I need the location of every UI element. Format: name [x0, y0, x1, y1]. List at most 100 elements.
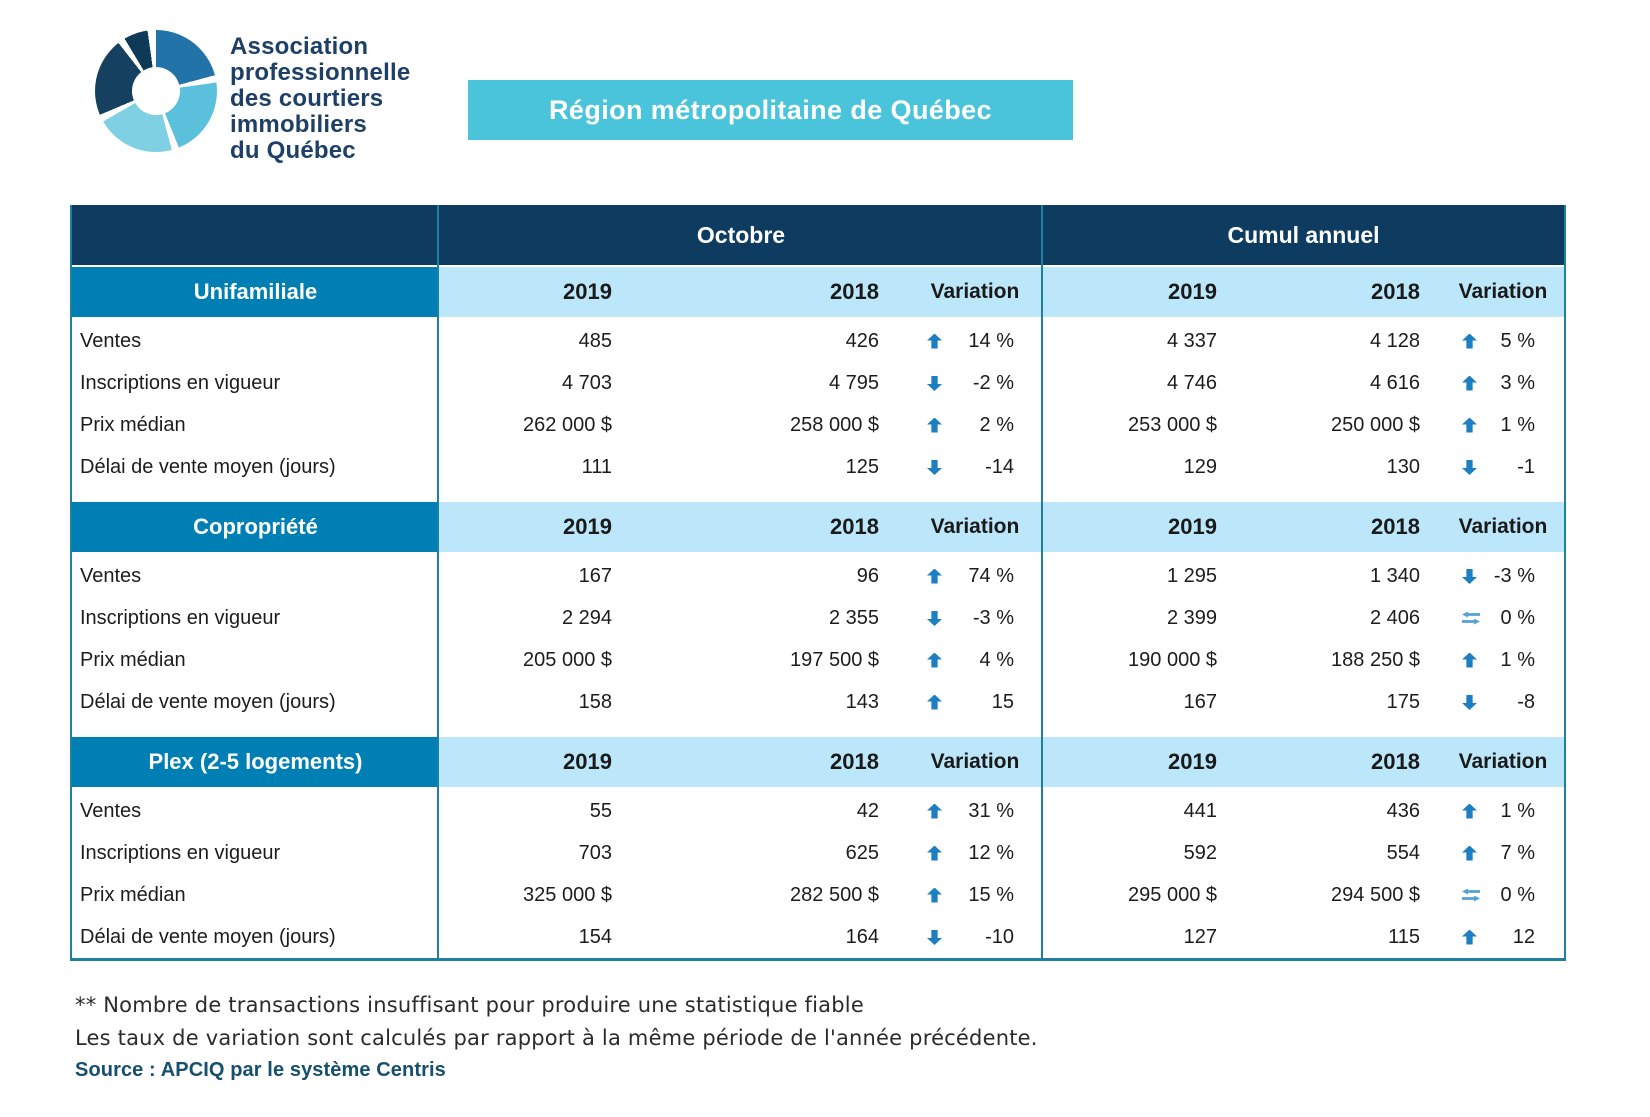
variation-value: -3 % [972, 606, 1014, 629]
cumul-2019-value: 253 000 $ [1128, 413, 1217, 436]
logo-line: professionnelle [230, 59, 411, 86]
cumul-2018-value: 250 000 $ [1331, 413, 1420, 436]
variation-value: 5 % [1500, 329, 1535, 352]
row-label: Inscriptions en vigueur [80, 371, 281, 394]
oct-2018-value: 96 [856, 564, 879, 587]
col-header-2018: 2018 [1371, 279, 1420, 304]
cumul-2019-value: 592 [1183, 841, 1217, 864]
variation-value: -3 % [1493, 564, 1535, 587]
row-label: Ventes [80, 799, 142, 822]
variation-value: 0 % [1500, 883, 1535, 906]
variation-value: -1 [1517, 455, 1535, 478]
col-header-2019: 2019 [563, 279, 612, 304]
cumul-variation-cell: 12 [1442, 916, 1564, 958]
oct-variation-cell: 2 % [907, 404, 1043, 446]
cumul-2019-value: 127 [1183, 925, 1217, 948]
section-header-copropriete: Copropriété 2019 2018 Variation 2019 201… [72, 502, 1564, 555]
table-row: Prix médian 325 000 $ 282 500 $ 15 % 295… [72, 874, 1564, 916]
cumul-2018-value: 130 [1386, 455, 1420, 478]
section-title: Unifamiliale [72, 267, 439, 317]
cumul-2019-value: 1 295 [1166, 564, 1217, 587]
logo-line: immobiliers [230, 111, 367, 138]
trend-icon [1462, 333, 1477, 349]
oct-variation-cell: 15 % [907, 874, 1043, 916]
trend-icon [1462, 889, 1480, 902]
row-label: Ventes [80, 564, 142, 587]
trend-icon [927, 845, 942, 861]
trend-icon [1462, 929, 1477, 945]
trend-icon [927, 694, 942, 710]
apciq-logo-icon [95, 30, 217, 152]
trend-icon [1462, 803, 1477, 819]
table-row: Délai de vente moyen (jours) 158 143 15 … [72, 681, 1564, 723]
col-header-variation: Variation [1458, 515, 1548, 538]
oct-2019-value: 111 [581, 455, 612, 478]
trend-icon [927, 333, 942, 349]
oct-variation-cell: -10 [907, 916, 1043, 958]
oct-2019-value: 158 [578, 690, 612, 713]
oct-variation-cell: -2 % [907, 362, 1043, 404]
trend-icon [1462, 652, 1477, 668]
col-header-2018: 2018 [830, 279, 879, 304]
row-label: Prix médian [80, 648, 186, 671]
oct-2019-value: 154 [578, 925, 612, 948]
table-row: Ventes 167 96 74 % 1 295 1 340 -3 % [72, 555, 1564, 597]
section-gap [72, 488, 1564, 502]
column-divider [1041, 205, 1043, 958]
variation-value: 12 [1512, 925, 1535, 948]
group-header-row: Octobre Cumul annuel [72, 205, 1564, 267]
trend-icon [1462, 460, 1477, 475]
col-header-2019: 2019 [563, 749, 612, 774]
oct-2018-value: 282 500 $ [790, 883, 879, 906]
trend-icon [927, 652, 942, 668]
cumul-2018-value: 4 128 [1369, 329, 1420, 352]
variation-value: 1 % [1500, 413, 1535, 436]
row-label: Prix médian [80, 883, 186, 906]
col-header-2019: 2019 [1168, 279, 1217, 304]
cumul-2019-value: 295 000 $ [1128, 883, 1217, 906]
oct-2018-value: 42 [856, 799, 879, 822]
oct-variation-cell: 4 % [907, 639, 1043, 681]
logo-line: du Québec [230, 137, 356, 164]
trend-icon [927, 930, 942, 945]
variation-value: 31 % [968, 799, 1014, 822]
col-header-variation: Variation [930, 750, 1020, 773]
cumul-variation-cell: -1 [1442, 446, 1564, 488]
table-row: Ventes 55 42 31 % 441 436 1 % [72, 790, 1564, 832]
variation-value: -8 [1517, 690, 1535, 713]
oct-2019-value: 167 [578, 564, 612, 587]
trend-icon [1462, 612, 1480, 625]
table-row: Prix médian 205 000 $ 197 500 $ 4 % 190 … [72, 639, 1564, 681]
cumul-variation-cell: 0 % [1442, 874, 1564, 916]
footnote-variation-method: Les taux de variation sont calculés par … [75, 1026, 1038, 1050]
cumul-2018-value: 1 340 [1369, 564, 1420, 587]
cumul-variation-cell: 1 % [1442, 404, 1564, 446]
cumul-variation-cell: 3 % [1442, 362, 1564, 404]
apciq-logo: Association professionnelle des courtier… [95, 30, 410, 164]
cumul-2019-value: 190 000 $ [1128, 648, 1217, 671]
variation-value: 12 % [968, 841, 1014, 864]
trend-icon [927, 568, 942, 584]
col-header-2018: 2018 [1371, 749, 1420, 774]
variation-value: 0 % [1500, 606, 1535, 629]
cumul-2019-value: 167 [1183, 690, 1217, 713]
oct-variation-cell: 12 % [907, 832, 1043, 874]
col-header-variation: Variation [930, 515, 1020, 538]
group-header-octobre: Octobre [696, 221, 786, 248]
oct-variation-cell: 15 [907, 681, 1043, 723]
col-header-2019: 2019 [1168, 749, 1217, 774]
oct-variation-cell: 74 % [907, 555, 1043, 597]
section-header-unifamiliale: Unifamiliale 2019 2018 Variation 2019 20… [72, 267, 1564, 320]
variation-value: 15 [991, 690, 1014, 713]
variation-value: -2 % [972, 371, 1014, 394]
cumul-2018-value: 436 [1386, 799, 1420, 822]
row-label: Délai de vente moyen (jours) [80, 925, 336, 948]
oct-2018-value: 143 [845, 690, 879, 713]
cumul-2018-value: 2 406 [1369, 606, 1420, 629]
trend-icon [1462, 695, 1477, 710]
row-label: Inscriptions en vigueur [80, 841, 281, 864]
oct-2019-value: 205 000 $ [523, 648, 612, 671]
col-header-variation: Variation [1458, 280, 1548, 303]
oct-2018-value: 125 [845, 455, 879, 478]
col-header-2018: 2018 [830, 514, 879, 539]
